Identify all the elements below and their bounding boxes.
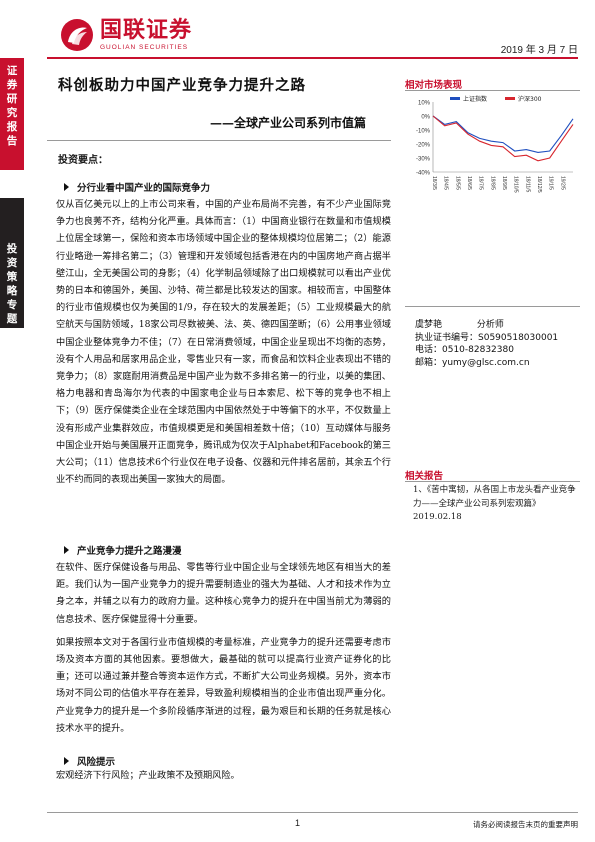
y-tick-label: 10% [418,101,431,107]
sidebar-tab-topic: 投资策略专题 [0,198,24,328]
analyst-info: 虞梦艳 分析师 执业证书编号：S0590518030001 电话：0510-82… [415,319,558,369]
section-heading: 风险提示 [64,754,115,768]
x-tick-label: 18/11/5 [524,176,530,193]
related-reports: 1、《苦中寓韧，从各国上市龙头看产业竞争力——全球产业公司系列宏观篇》2019.… [413,484,581,525]
related-divider [405,481,580,482]
bullet-arrow-icon [64,183,69,191]
chart-heading-divider [405,90,580,91]
analyst-phone: 电话：0510-82832380 [415,345,514,355]
sidebar-tab-char: 告 [6,135,18,147]
sidebar-tab-topic-label: 投资策略专题 [0,242,24,326]
chart-heading: 相对市场表现 [405,80,463,91]
y-tick-label: -40% [416,171,431,177]
sidebar-tab-char: 券 [6,79,18,91]
x-tick-label: 18/8/5 [489,176,495,190]
analyst-name: 虞梦艳 [415,320,443,330]
sidebar-tab-char: 专 [6,299,18,311]
header-divider [47,57,578,59]
relative-performance-chart: 10% 0% -10% -20% -30% -40% 18/3/5 18/4/5 18/5/5 1… [405,92,580,217]
report-title: 科创板助力中国产业竞争力提升之路 [58,77,306,94]
footer-disclaimer: 请务必阅读报告末页的重要声明 [473,820,578,829]
x-tick-label: 19/2/5 [559,176,565,190]
title-divider [47,140,391,141]
footer-divider [47,812,578,813]
bullet-arrow-icon [64,757,69,765]
analyst-divider [405,306,580,307]
y-tick-label: -30% [416,157,431,163]
chart-svg: 10% 0% -10% -20% -30% -40%18/3/5 18/4/5 18/5/5 1… [416,95,574,193]
section-body: 宏观经济下行风险；产业政策不及预期风险。 [56,767,391,784]
section-heading: 分行业看中国产业的国际竞争力 [64,180,210,194]
legend-swatch [505,97,515,100]
sidebar-tab-char: 究 [6,107,18,119]
paragraph: 仅从百亿美元以上的上市公司来看，中国的产业布局尚不完善，有不少产业国际竞争力也良… [56,199,391,486]
report-subtitle: ——全球产业公司系列市值篇 [210,116,367,130]
x-tick-label: 18/7/5 [478,176,484,190]
paragraph: 宏观经济下行风险；产业政策不及预期风险。 [56,770,240,781]
bullet-arrow-icon [64,546,69,554]
brand-name-en: GUOLIAN SECURITIES [100,44,189,51]
sidebar-tab-char: 题 [6,313,18,325]
analyst-email[interactable]: 邮箱：yumy@glsc.com.cn [415,357,530,368]
sidebar-tab-char: 资 [6,257,18,269]
legend-swatch [450,97,460,100]
report-date: 2019 年 3 月 7 日 [500,45,578,56]
paragraph: 如果按照本文对于各国行业市值规模的考量标准，产业竞争力的提升还需要考虑市场及资本… [56,636,391,734]
section-body: 在软件、医疗保健设备与用品、零售等行业中国企业与全球领先地区有相当大的差距。我们… [56,559,391,737]
series-line-1 [432,115,574,153]
x-tick-label: 18/12/5 [536,176,542,193]
sidebar-tab-char: 略 [6,285,18,297]
paragraph: 在软件、医疗保健设备与用品、零售等行业中国企业与全球领先地区有相当大的差距。我们… [56,562,391,625]
sidebar-tab-report-type-label: 证券研究报告 [0,64,24,148]
highlights-heading: 投资要点： [58,155,108,166]
legend-label: 上证指数 [463,95,487,103]
sidebar-tab-char: 投 [6,243,18,255]
series-line-2 [432,115,574,162]
sidebar-tab-char: 证 [6,65,18,77]
section-body: 仅从百亿美元以上的上市公司来看，中国的产业布局尚不完善，有不少产业国际竞争力也良… [56,196,391,488]
logo-emblem-icon [60,18,94,52]
sidebar-tab-char: 策 [6,271,18,283]
sidebar-tab-char: 报 [6,121,18,133]
analyst-license: 执业证书编号：S0590518030001 [415,332,559,343]
brand-logo: 国联证券 GUOLIAN SECURITIES [60,18,192,52]
x-tick-label: 18/6/5 [466,176,472,190]
y-tick-label: -20% [416,143,431,149]
sidebar-tab-report-type: 证券研究报告 [0,58,24,170]
analyst-name-row: 虞梦艳 分析师 [415,319,558,332]
x-tick-label: 18/5/5 [454,176,460,190]
brand-name-cn: 国联证券 [100,18,193,43]
analyst-role: 分析师 [476,320,504,330]
x-tick-label: 18/10/5 [513,176,519,193]
page-number: 1 [295,818,301,828]
y-tick-label: 0% [421,115,430,121]
x-tick-label: 18/3/5 [431,176,437,190]
sidebar-tab-char: 研 [6,93,18,105]
x-tick-label: 18/9/5 [501,176,507,190]
x-tick-label: 18/4/5 [443,176,449,190]
related-report-item[interactable]: 1、《苦中寓韧，从各国上市龙头看产业竞争力——全球产业公司系列宏观篇》2019.… [413,485,576,522]
x-tick-label: 19/1/5 [548,176,554,190]
legend-label: 沪深300 [518,95,542,103]
related-heading: 相关报告 [405,471,444,482]
y-tick-label: -10% [416,129,431,135]
section-heading: 产业竞争力提升之路漫漫 [64,543,182,557]
